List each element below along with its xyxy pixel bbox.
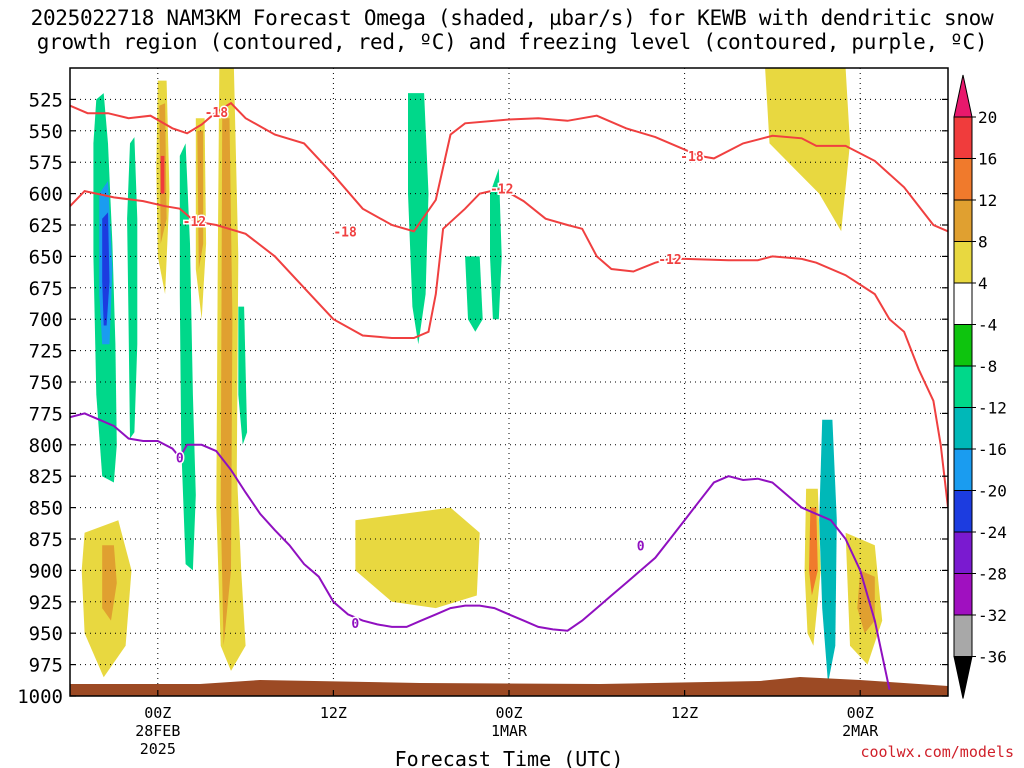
contour-label: -12 (183, 215, 206, 230)
colorbar-swatch (953, 531, 973, 574)
colorbar-swatch (953, 199, 973, 242)
contour-label: 0 (351, 617, 359, 632)
colorbar-label: -12 (978, 399, 1007, 418)
y-tick-label: 825 (29, 466, 63, 488)
omega-shading (81, 68, 883, 684)
x-tick-label: 12Z (320, 704, 347, 722)
x-tick-date: 1MAR (491, 722, 528, 740)
y-tick-label: 675 (29, 278, 63, 300)
y-tick-label: 900 (29, 560, 63, 582)
y-tick-label: 550 (29, 121, 63, 143)
contour-label: -18 (680, 150, 704, 165)
y-tick-label: 650 (29, 246, 63, 268)
y-tick-label: 1000 (17, 686, 63, 708)
contour-label: 0 (176, 451, 184, 466)
contour-label: 0 (637, 539, 645, 554)
colorbar-label: -8 (978, 357, 997, 376)
contour-label: -12 (490, 183, 513, 198)
contour-label: -12 (658, 253, 681, 268)
colorbar-swatch (953, 116, 973, 159)
terrain-strip (70, 677, 948, 696)
x-tick-label: 00Z (495, 704, 522, 722)
colorbar-cap-top (953, 74, 973, 118)
colorbar-swatch (953, 158, 973, 201)
colorbar-swatch (953, 614, 973, 657)
y-tick-label: 600 (29, 184, 63, 206)
omega-region-negative (408, 93, 429, 345)
colorbar-label: 4 (978, 274, 988, 293)
y-tick-label: 525 (29, 89, 63, 111)
colorbar-swatch (953, 282, 973, 325)
colorbar-swatch (953, 490, 973, 533)
omega-region-negative (127, 137, 138, 439)
colorbar-label: -16 (978, 440, 1007, 459)
y-axis: 525 550 575 600 625 650 675 700 725 750 775 800 825 8… (17, 89, 948, 708)
y-tick-label: 925 (29, 592, 63, 614)
colorbar-swatch (953, 448, 973, 491)
contour-line (70, 412, 891, 690)
omega-region-positive (857, 570, 875, 634)
chart-title-line-1: 2025022718 NAM3KM Forecast Omega (shaded… (30, 6, 994, 30)
x-tick-date: 28FEB (135, 722, 180, 740)
colorbar-label: -28 (978, 565, 1007, 584)
colorbar-label: 20 (978, 108, 997, 127)
omega-region-negative (490, 168, 502, 320)
x-tick-label: 00Z (847, 704, 874, 722)
colorbar-cap-bottom (953, 656, 973, 699)
omega-region-negative (238, 306, 248, 445)
colorbar-swatch (953, 407, 973, 450)
omega-region-positive (220, 118, 233, 646)
omega-region-positive (355, 507, 480, 609)
chart-title-line-2: growth region (contoured, red, ºC) and f… (36, 30, 988, 54)
credit-text: coolwx.com/models (860, 743, 1014, 761)
omega-region-negative (819, 419, 837, 684)
colorbar-label: -4 (978, 316, 997, 335)
x-tick-date: 2MAR (842, 722, 879, 740)
omega-region-negative (102, 212, 110, 326)
x-axis-label: Forecast Time (UTC) (395, 747, 624, 768)
omega-region-positive (197, 130, 204, 269)
x-tick-label: 12Z (671, 704, 698, 722)
colorbar-label: 16 (978, 150, 997, 169)
colorbar-swatch (953, 365, 973, 408)
colorbar-label: -20 (978, 482, 1007, 501)
contour-lines (70, 101, 948, 690)
y-tick-label: 975 (29, 655, 63, 677)
contour-line (70, 101, 948, 233)
y-tick-label: 850 (29, 498, 63, 520)
contour-label: -18 (205, 106, 229, 121)
contour-label: -18 (333, 225, 357, 240)
omega-region-negative (465, 256, 483, 332)
x-tick-year: 2025 (140, 740, 176, 758)
colorbar-label: -24 (978, 523, 1007, 542)
y-tick-label: 875 (29, 529, 63, 551)
y-tick-label: 725 (29, 341, 63, 363)
y-tick-label: 700 (29, 309, 63, 331)
colorbar-label: 12 (978, 191, 997, 210)
omega-region-positive (765, 68, 850, 232)
y-tick-label: 775 (29, 403, 63, 425)
colorbar-label: -36 (978, 648, 1007, 667)
colorbar-swatch (953, 324, 973, 367)
y-tick-label: 800 (29, 435, 63, 457)
y-tick-label: 950 (29, 623, 63, 645)
x-tick-label: 00Z (144, 704, 171, 722)
y-tick-label: 750 (29, 372, 63, 394)
y-tick-label: 575 (29, 152, 63, 174)
colorbar-swatch (953, 573, 973, 616)
colorbar: 20 16 12 8 4 -4 -8 -12 -16 -20 -24 -28 -32 -36 (953, 74, 1007, 699)
colorbar-label: 8 (978, 233, 988, 252)
contour-labels: -18 -18 -18 -12 -12 -12 0 0 0 (174, 104, 705, 633)
omega-region-positive (809, 507, 818, 596)
omega-region-positive (160, 155, 165, 194)
colorbar-swatch (953, 241, 973, 284)
contour-line (70, 187, 948, 508)
colorbar-label: -32 (978, 606, 1007, 625)
y-tick-label: 625 (29, 215, 63, 237)
omega-region-negative (179, 143, 196, 571)
